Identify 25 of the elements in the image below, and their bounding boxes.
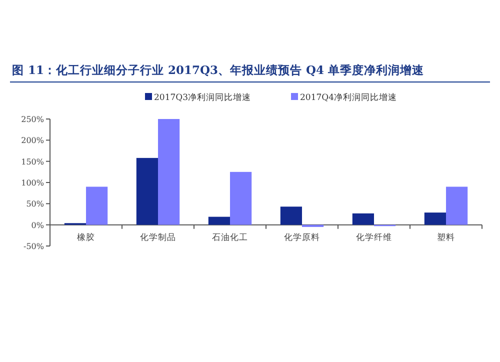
bar	[158, 119, 180, 225]
x-tick-label: 橡胶	[77, 232, 95, 243]
bar	[136, 158, 158, 225]
x-tick-label: 化学制品	[140, 232, 176, 243]
legend-label: 2017Q3净利润同比增速	[154, 92, 252, 103]
x-tick-label: 塑料	[437, 232, 455, 243]
bar	[86, 186, 108, 225]
y-tick-label: 250%	[21, 115, 44, 124]
bar	[424, 212, 446, 225]
x-tick-label: 石油化工	[212, 232, 248, 243]
y-tick-label: 100%	[21, 178, 44, 188]
y-tick-label: -50%	[24, 242, 44, 251]
y-tick-label: 50%	[26, 200, 44, 209]
x-tick-label: 化学原料	[284, 232, 320, 243]
y-tick-label: 150%	[21, 157, 44, 166]
x-tick-label: 化学纤维	[356, 232, 392, 243]
y-tick-label: 200%	[21, 136, 44, 146]
legend-label: 2017Q4净利润同比增速	[300, 92, 398, 103]
bar	[446, 186, 468, 225]
bar	[352, 213, 374, 225]
bar	[208, 216, 230, 225]
bar	[280, 206, 302, 225]
y-tick-label: 0%	[31, 220, 44, 230]
chart-title: 图 11：化工行业细分子行业 2017Q3、年报业绩预告 Q4 单季度净利润增速	[12, 63, 424, 77]
bar	[230, 172, 252, 225]
